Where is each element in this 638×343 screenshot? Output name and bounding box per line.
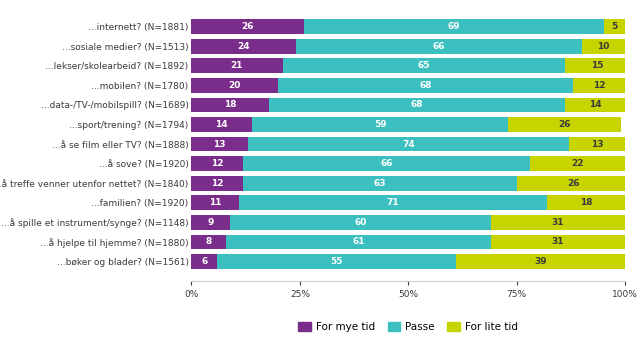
Bar: [565, 98, 625, 112]
Text: 12: 12: [211, 179, 224, 188]
Bar: [239, 196, 547, 210]
Text: 10: 10: [597, 42, 610, 51]
Text: 18: 18: [580, 198, 593, 207]
Bar: [283, 58, 565, 73]
Text: 12: 12: [593, 81, 605, 90]
Bar: [191, 254, 218, 269]
Bar: [295, 39, 582, 54]
Text: 20: 20: [228, 81, 241, 90]
Text: 68: 68: [411, 100, 423, 109]
Text: 31: 31: [552, 237, 564, 246]
Text: 6: 6: [202, 257, 207, 266]
Bar: [191, 176, 244, 190]
Text: 60: 60: [355, 218, 367, 227]
Bar: [604, 19, 625, 34]
Text: 18: 18: [224, 100, 237, 109]
Bar: [218, 254, 456, 269]
Bar: [191, 78, 278, 93]
Bar: [252, 117, 508, 132]
Bar: [191, 156, 244, 171]
Bar: [191, 196, 239, 210]
Bar: [269, 98, 565, 112]
Text: 12: 12: [211, 159, 224, 168]
Bar: [191, 58, 283, 73]
Bar: [248, 137, 569, 151]
Text: 15: 15: [591, 61, 604, 70]
Text: 5: 5: [611, 22, 618, 31]
Bar: [230, 215, 491, 230]
Bar: [517, 176, 630, 190]
Text: 55: 55: [330, 257, 343, 266]
Bar: [491, 235, 625, 249]
Text: 69: 69: [448, 22, 460, 31]
Text: 8: 8: [205, 237, 212, 246]
Text: 21: 21: [231, 61, 243, 70]
Text: 14: 14: [589, 100, 601, 109]
Text: 14: 14: [216, 120, 228, 129]
Text: 9: 9: [208, 218, 214, 227]
Bar: [491, 215, 625, 230]
Bar: [244, 176, 517, 190]
Bar: [191, 117, 252, 132]
Text: 74: 74: [402, 140, 415, 149]
Text: 71: 71: [387, 198, 399, 207]
Bar: [530, 156, 625, 171]
Text: 61: 61: [352, 237, 365, 246]
Text: 24: 24: [237, 42, 249, 51]
Text: 65: 65: [417, 61, 430, 70]
Text: 31: 31: [552, 218, 564, 227]
Bar: [191, 39, 295, 54]
Bar: [191, 19, 304, 34]
Text: 26: 26: [558, 120, 571, 129]
Bar: [191, 98, 269, 112]
Bar: [226, 235, 491, 249]
Text: 39: 39: [535, 257, 547, 266]
Bar: [278, 78, 573, 93]
Bar: [569, 137, 625, 151]
Text: 13: 13: [213, 140, 226, 149]
Bar: [582, 39, 625, 54]
Bar: [191, 235, 226, 249]
Bar: [547, 196, 625, 210]
Bar: [456, 254, 625, 269]
Text: 68: 68: [419, 81, 432, 90]
Bar: [191, 137, 248, 151]
Bar: [191, 215, 230, 230]
Legend: For mye tid, Passe, For lite tid: For mye tid, Passe, For lite tid: [294, 318, 523, 336]
Text: 26: 26: [567, 179, 579, 188]
Text: 63: 63: [374, 179, 387, 188]
Bar: [565, 58, 630, 73]
Text: 66: 66: [433, 42, 445, 51]
Bar: [244, 156, 530, 171]
Bar: [508, 117, 621, 132]
Text: 22: 22: [571, 159, 584, 168]
Text: 66: 66: [380, 159, 393, 168]
Text: 13: 13: [591, 140, 604, 149]
Bar: [573, 78, 625, 93]
Text: 11: 11: [209, 198, 221, 207]
Bar: [304, 19, 604, 34]
Text: 59: 59: [374, 120, 387, 129]
Text: 26: 26: [242, 22, 254, 31]
